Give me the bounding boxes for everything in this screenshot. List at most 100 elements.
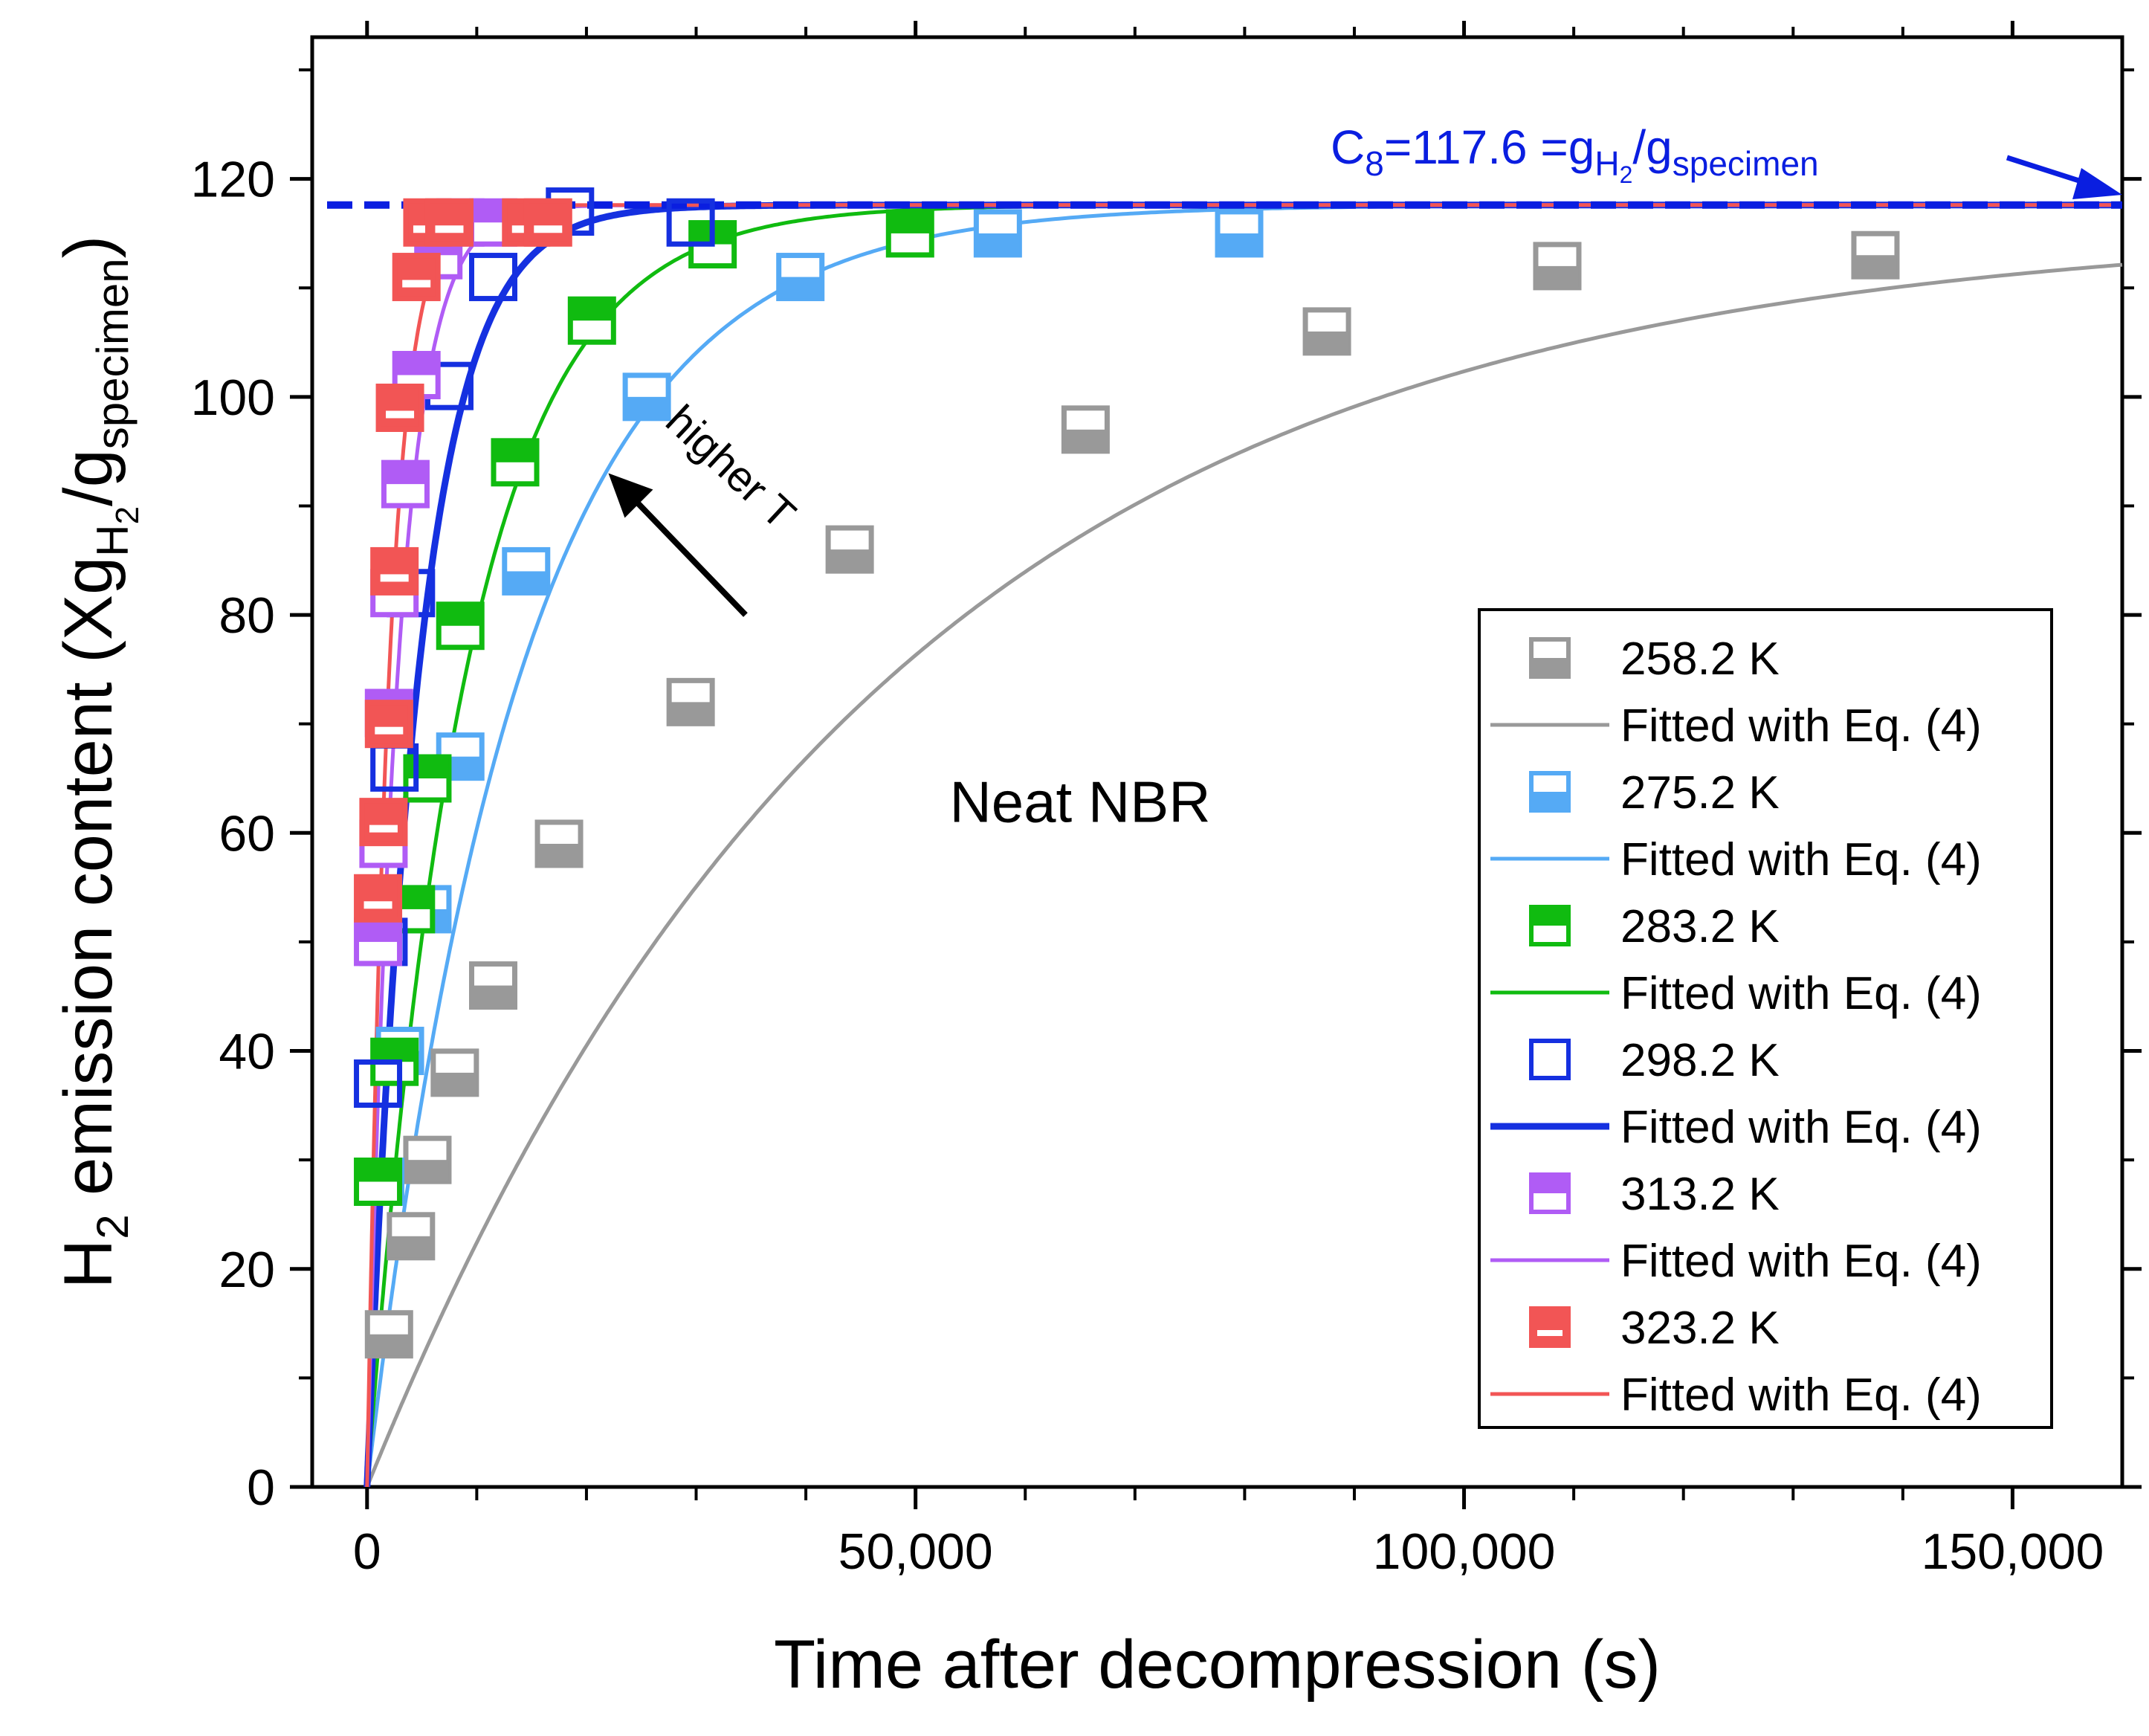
legend-box: [1478, 608, 2053, 1429]
legend-marker-2832: [1529, 905, 1571, 946]
marker-fill: [976, 233, 1020, 255]
legend-marker-square: [1529, 1306, 1571, 1348]
data-point: [1302, 307, 1351, 356]
legend-label: 323.2 K: [1620, 1303, 1780, 1354]
legend-marker-split: [1537, 1330, 1563, 1336]
data-point: [469, 961, 517, 1010]
y-tick-label: 0: [247, 1459, 275, 1516]
marker-fill: [389, 1236, 433, 1258]
marker-split: [363, 901, 392, 909]
marker-split: [369, 825, 398, 833]
y-axis-title: H2 emission content (XgH2/gspecimen): [51, 236, 146, 1288]
y-tick-label: 60: [219, 805, 275, 862]
data-point: [354, 1157, 403, 1206]
marker-fill: [669, 702, 713, 724]
y-tick-label: 80: [219, 587, 275, 644]
x-tick-label: 50,000: [838, 1523, 993, 1580]
legend-marker-fill: [1531, 1175, 1568, 1193]
marker-fill: [405, 756, 449, 778]
data-point: [424, 198, 474, 247]
data-point: [973, 209, 1022, 258]
legend-marker-square: [1529, 1039, 1571, 1080]
marker-fill: [1853, 255, 1897, 277]
data-point: [364, 1310, 413, 1359]
cinf-arrowhead: [2072, 168, 2122, 199]
data-point: [567, 296, 616, 345]
plot-frame: [310, 35, 2124, 1489]
data-point: [403, 754, 452, 803]
marker-split: [435, 225, 464, 233]
legend-label: 298.2 K: [1620, 1035, 1780, 1086]
cinf-label: C8=117.6 =gH2/gspecimen: [1331, 120, 1819, 188]
data-point: [666, 677, 715, 726]
data-point: [354, 1059, 403, 1109]
data-point: [1215, 209, 1264, 258]
data-point: [354, 917, 403, 967]
fit-curve-2582: [365, 262, 2123, 1488]
y-tick-label: 40: [219, 1024, 275, 1080]
x-tick-label: 150,000: [1922, 1523, 2104, 1580]
legend-marker-3132: [1529, 1172, 1571, 1214]
marker-square: [392, 253, 441, 302]
legend-marker-3232: [1529, 1306, 1571, 1348]
marker-fill: [1535, 265, 1579, 288]
data-point: [622, 372, 671, 422]
legend-fit-label: Fitted with Eq. (4): [1620, 834, 1982, 885]
legend-label: 283.2 K: [1620, 901, 1780, 952]
center-label: Neat NBR: [949, 769, 1210, 835]
marker-fill: [504, 571, 548, 593]
marker-fill: [1218, 233, 1261, 255]
marker-square: [375, 383, 424, 432]
marker-fill: [405, 1160, 449, 1182]
marker-fill: [1305, 331, 1349, 353]
marker-fill: [471, 985, 515, 1007]
y-tick-label: 120: [191, 152, 275, 208]
marker-square: [354, 1059, 403, 1109]
marker-fill: [1064, 429, 1108, 451]
legend-marker-fill: [1531, 792, 1568, 810]
legend-marker-fill: [1531, 907, 1568, 926]
data-point: [534, 819, 584, 868]
x-axis-title: Time after decompression (s): [774, 1627, 1661, 1703]
x-tick-label: 0: [353, 1523, 381, 1580]
y-tick-label: 100: [191, 370, 275, 426]
marker-fill: [828, 549, 872, 572]
legend-marker-fill: [1531, 658, 1568, 677]
data-point: [381, 459, 430, 509]
legend-marker-2582: [1529, 637, 1571, 679]
data-point: [666, 198, 715, 247]
legend-fit-label: Fitted with Eq. (4): [1620, 700, 1982, 752]
legend-label: 258.2 K: [1620, 633, 1780, 685]
data-point: [436, 601, 485, 651]
data-point: [387, 1212, 436, 1261]
marker-square: [424, 198, 474, 247]
data-point: [354, 874, 403, 923]
data-point: [885, 209, 934, 258]
data-point: [523, 198, 572, 247]
marker-fill: [570, 299, 614, 321]
y-tick-label: 20: [219, 1242, 275, 1298]
marker-fill: [384, 462, 427, 485]
legend-label: 275.2 K: [1620, 767, 1780, 819]
data-point: [375, 383, 424, 432]
marker-split: [534, 225, 563, 233]
marker-fill: [433, 1072, 476, 1094]
legend-label: 313.2 K: [1620, 1169, 1780, 1220]
data-point: [430, 1048, 479, 1097]
marker-split: [386, 410, 415, 419]
data-point: [1533, 242, 1582, 291]
marker-square: [354, 874, 403, 923]
data-point: [491, 438, 540, 487]
legend-marker-2982: [1529, 1039, 1571, 1080]
data-point: [469, 253, 517, 302]
higher-t-arrow: [622, 487, 748, 617]
data-point: [825, 525, 874, 574]
marker-square: [469, 253, 517, 302]
marker-square: [359, 798, 408, 847]
marker-square: [666, 198, 715, 247]
data-point: [403, 1135, 452, 1184]
higher-t-label: higher T: [656, 396, 804, 538]
marker-fill: [778, 277, 822, 299]
